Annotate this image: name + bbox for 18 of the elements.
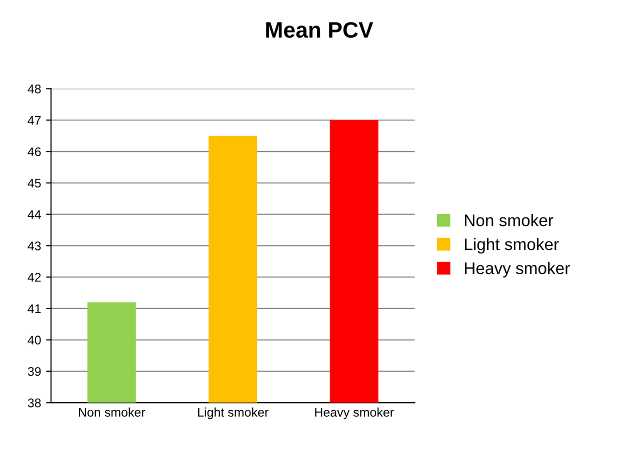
- y-tick-label: 46: [28, 147, 41, 156]
- x-tick-label: Heavy smoker: [315, 408, 394, 420]
- y-tick-label: 41: [28, 304, 41, 314]
- y-tick-label: 40: [28, 336, 41, 345]
- y-tick-label: 42: [28, 272, 41, 282]
- y-tick-label: 47: [28, 116, 41, 125]
- legend-label: Light smoker: [465, 238, 559, 254]
- y-tick-label: 44: [28, 210, 41, 219]
- legend-label: Non smoker: [465, 214, 554, 226]
- x-tick-label: Non smoker: [78, 408, 146, 417]
- y-tick-label: 39: [28, 367, 41, 376]
- y-tick-label: 38: [28, 398, 41, 408]
- chart-title: Mean PCV: [266, 22, 374, 38]
- x-tick-label: Light smoker: [198, 408, 268, 420]
- y-tick-label: 48: [28, 84, 41, 94]
- legend-label: Heavy smoker: [465, 262, 570, 278]
- y-tick-label: 45: [28, 178, 41, 188]
- y-tick-label: 43: [28, 242, 41, 250]
